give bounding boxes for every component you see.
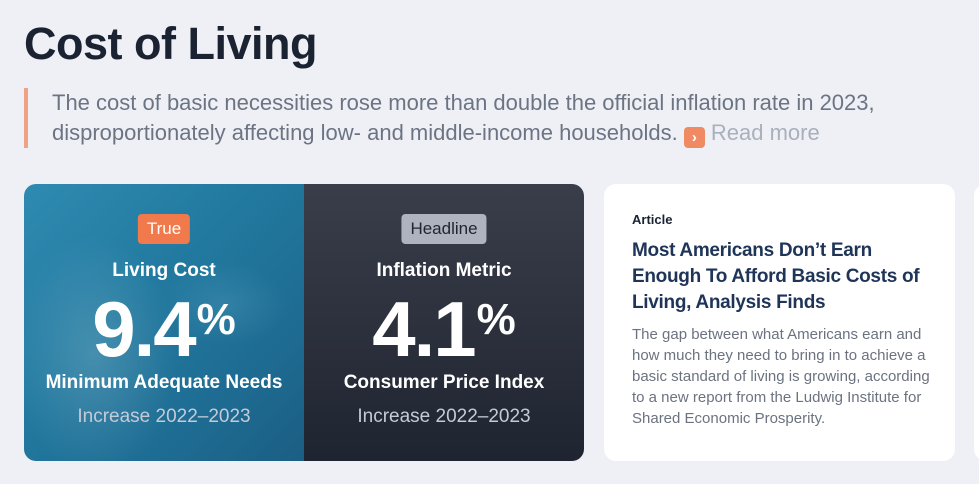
stat-number: 9.4 xyxy=(92,285,196,373)
chevron-right-icon: › xyxy=(683,127,705,148)
stat-panel-inflation-metric: Headline Inflation Metric 4.1% Consumer … xyxy=(304,184,584,461)
article-kicker: Article xyxy=(632,212,673,227)
page-title: Cost of Living xyxy=(24,18,317,69)
stat-label: Living Cost xyxy=(112,260,216,281)
stat-value: 4.1% xyxy=(304,284,584,387)
article-card[interactable]: Article Most Americans Don’t Earn Enough… xyxy=(604,184,955,461)
true-badge: True xyxy=(137,214,191,244)
percent-sign: % xyxy=(196,295,236,344)
intro-text: The cost of basic necessities rose more … xyxy=(52,90,875,145)
stat-panel-living-cost: True Living Cost 9.4% Minimum Adequate N… xyxy=(24,184,304,461)
read-more-link[interactable]: › Read more xyxy=(683,120,820,148)
stat-label: Inflation Metric xyxy=(376,260,512,281)
stat-subtitle: Minimum Adequate Needs xyxy=(45,372,283,393)
next-card-peek[interactable] xyxy=(974,184,979,461)
stat-note: Increase 2022–2023 xyxy=(77,406,251,427)
headline-badge: Headline xyxy=(401,214,487,244)
intro-quote: The cost of basic necessities rose more … xyxy=(24,88,979,148)
article-headline[interactable]: Most Americans Don’t Earn Enough To Affo… xyxy=(632,240,920,313)
stat-subtitle: Consumer Price Index xyxy=(343,372,545,393)
stats-card: True Living Cost 9.4% Minimum Adequate N… xyxy=(24,184,584,461)
stat-value: 9.4% xyxy=(24,284,304,387)
percent-sign: % xyxy=(476,295,516,344)
stat-note: Increase 2022–2023 xyxy=(357,406,531,427)
article-summary: The gap between what Americans earn and … xyxy=(632,326,930,427)
stat-number: 4.1 xyxy=(372,285,476,373)
read-more-label: Read more xyxy=(710,120,820,145)
